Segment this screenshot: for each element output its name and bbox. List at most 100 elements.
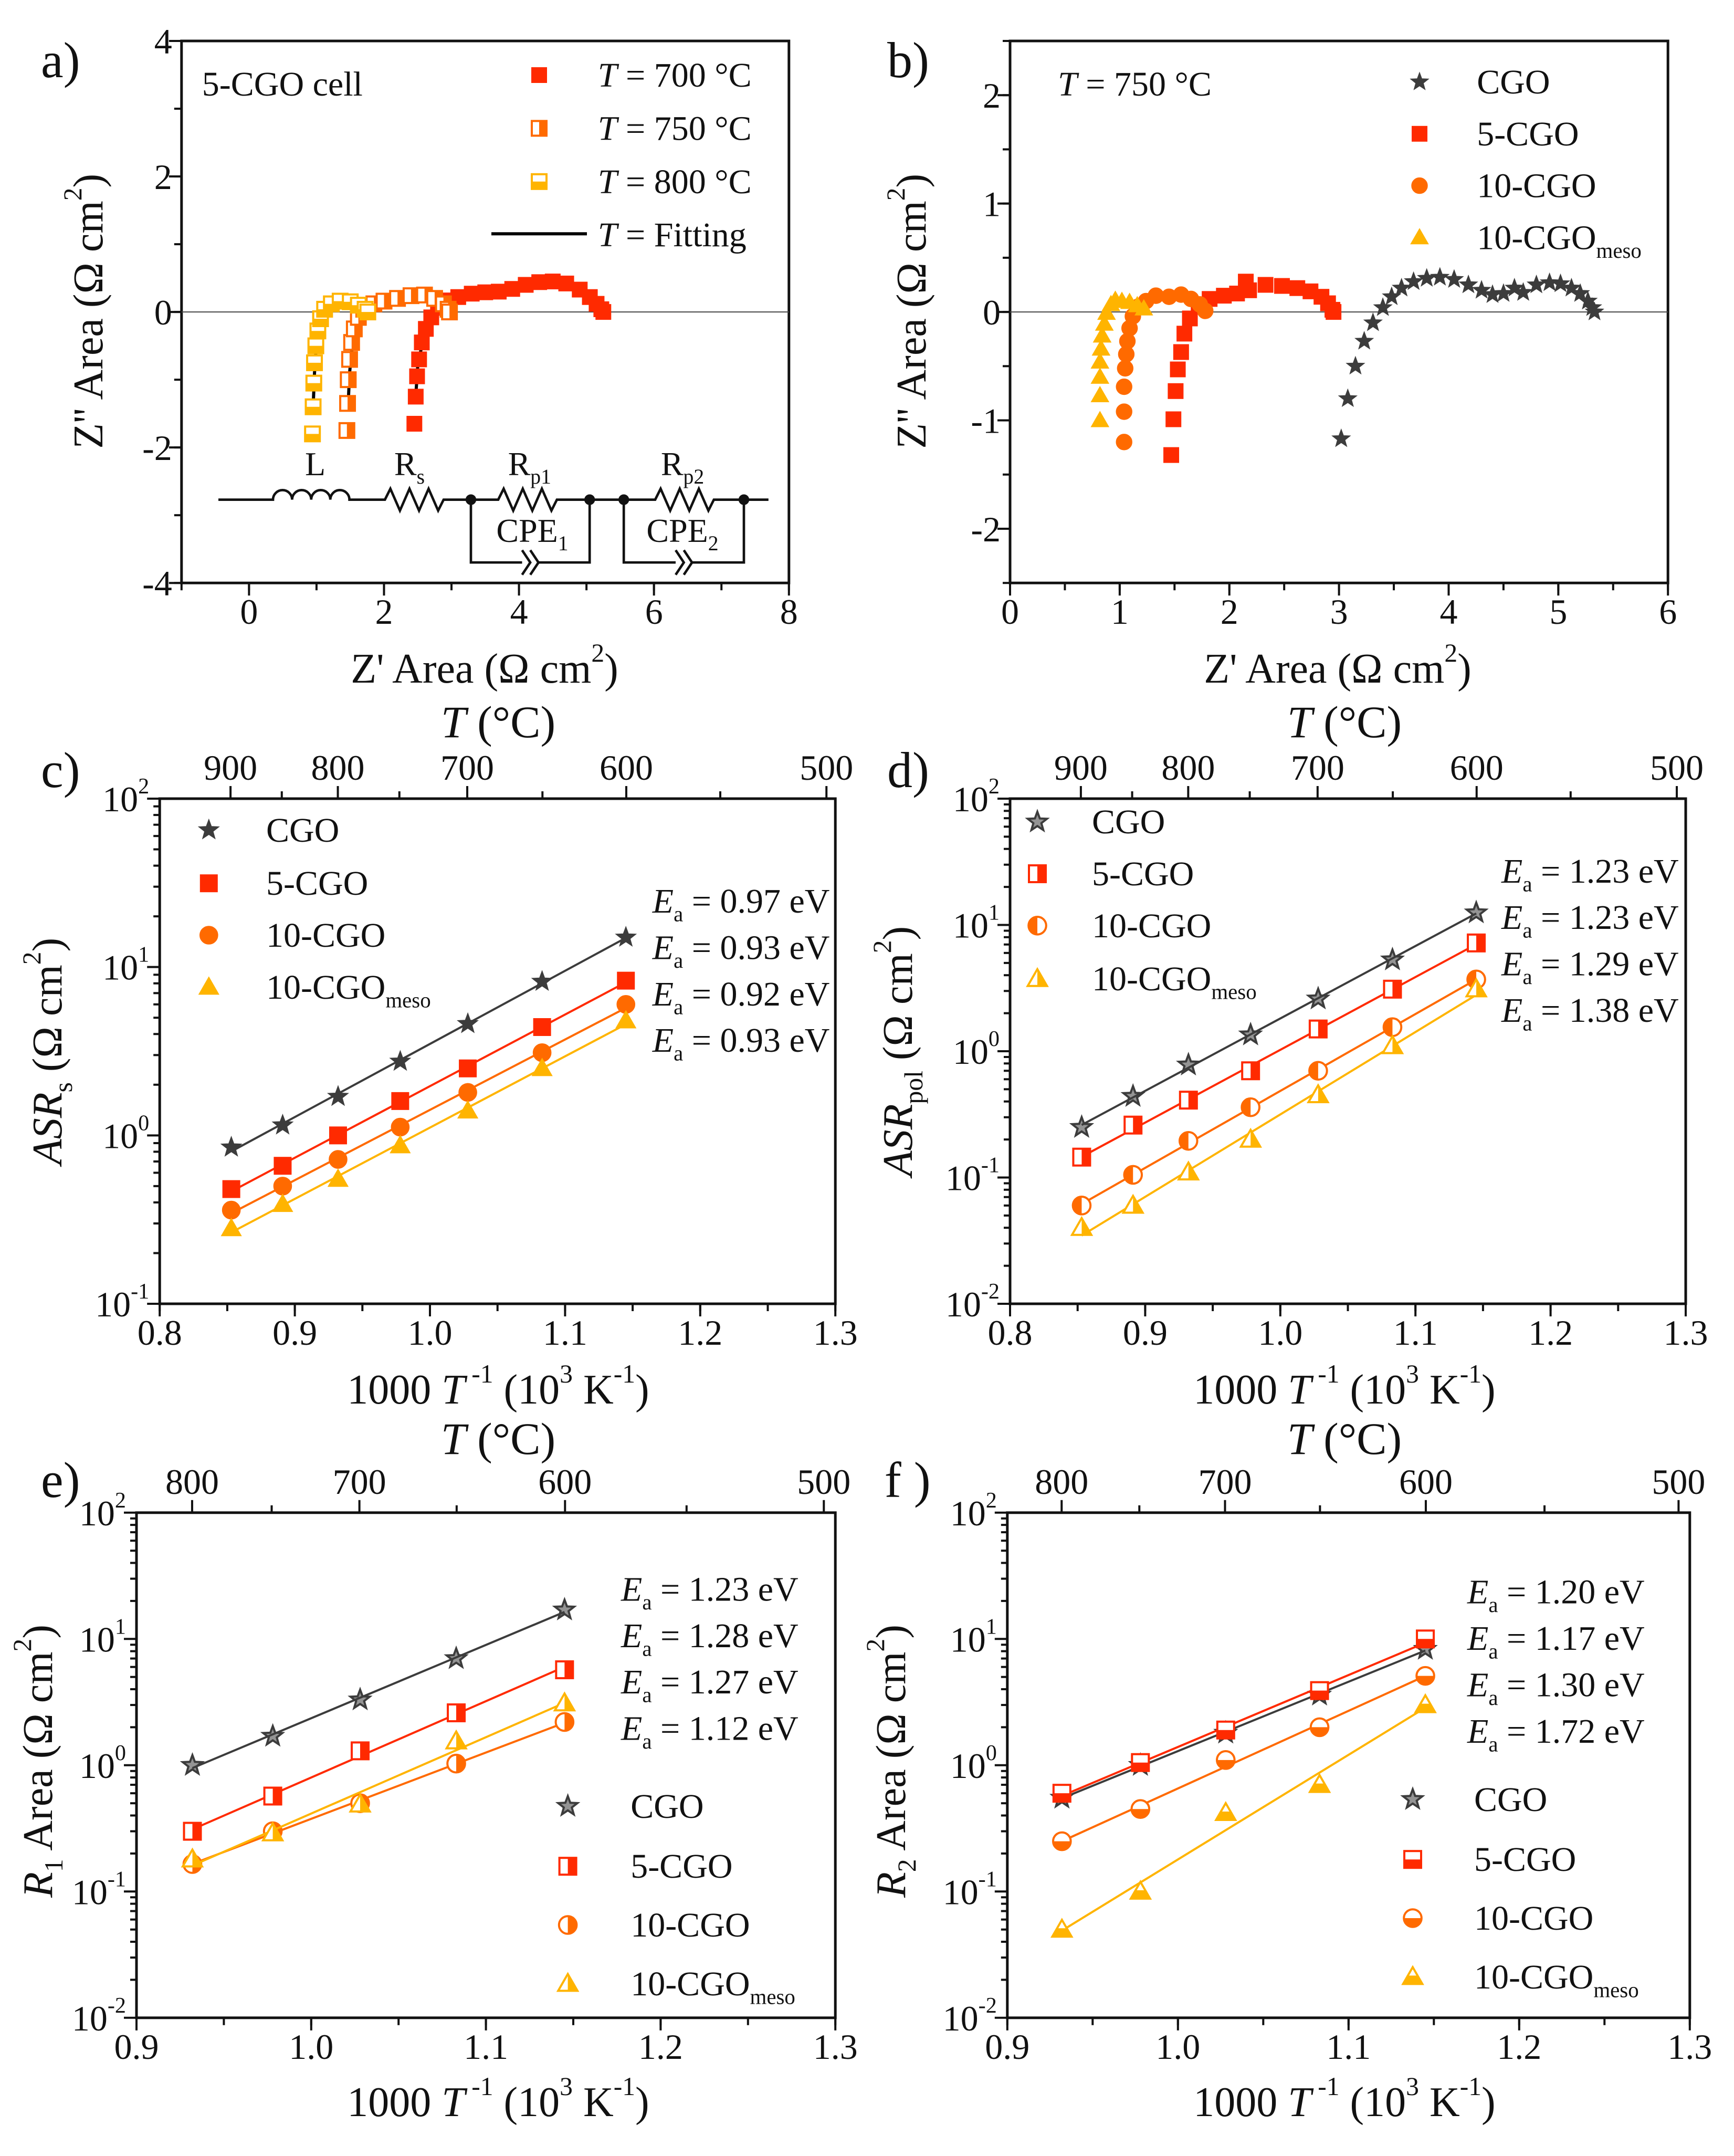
series [222,995,636,1220]
data-point [222,1180,240,1198]
y-tick-label: -4 [142,563,172,603]
data-point [222,1200,241,1220]
data-point [340,371,357,389]
x-tick-label: 1.2 [638,2027,683,2067]
data-point [531,274,548,290]
label-segment: ) [1481,1367,1496,1413]
label-segment: 10 [79,1619,115,1659]
circle-marker [564,1713,574,1731]
label-segment: a [674,1042,683,1065]
star-marker [1400,1786,1425,1810]
label-segment: = 0.97 eV [683,882,829,920]
data-point [1346,355,1365,375]
data-point [1095,314,1114,331]
label-segment: a [642,1730,651,1753]
data-point [1134,299,1153,316]
activation-energy-label: Ea = 0.92 eV [652,975,830,1019]
x-tick-label: 1.3 [1664,1313,1708,1353]
label-segment: 10-CGO [1474,1958,1593,1996]
y-tick-label: -1 [971,401,1001,441]
series [1072,933,1486,1167]
y-axis-title: Z'' Area (Ω cm2) [58,174,112,449]
y-tick-label: 100 [79,1741,126,1786]
data-point [274,1157,292,1175]
data-point [1465,977,1488,998]
legend-entry: 5-CGO [1412,115,1579,153]
label-segment: a [1488,1593,1498,1617]
fit-line [1081,912,1477,1126]
x-axis-title: 1000 T -1 (103 K-1) [1193,2072,1495,2126]
fit-line [230,1007,627,1215]
triangle-marker [564,1693,574,1711]
panel-label: d) [887,742,929,798]
square-marker [464,286,480,302]
label-segment: 1 [115,1614,126,1639]
y-tick-label: 10-1 [95,1279,149,1324]
label-segment: 5-CGO cell [202,65,363,103]
label-segment: 10 [943,1872,979,1912]
fit-line [1081,978,1477,1205]
x2-axis-title: T (°C) [1287,1414,1402,1464]
square-marker [477,284,493,300]
data-point [504,281,520,297]
data-point [1308,1773,1331,1793]
data-point [1238,1021,1263,1045]
activation-energy-label: Ea = 1.72 eV [1467,1712,1645,1756]
data-point [1216,288,1232,304]
triangle-marker [1133,1196,1143,1213]
legend-entry: T = 800 °C [531,163,752,201]
square-marker [391,1092,409,1110]
cpe-branch [622,499,745,575]
fit-line [1061,1707,1426,1932]
label-segment: = 700 °C [617,56,752,95]
data-point [1072,1147,1091,1167]
square-marker [1404,1859,1421,1868]
square-marker [1289,280,1306,296]
label-segment: a [1522,1012,1532,1035]
legend-entry: 10-CGO [1403,1899,1593,1938]
activation-energy-label: Ea = 1.17 eV [1467,1619,1645,1663]
square-marker [564,1661,573,1679]
x2-tick-label: 900 [1054,748,1108,788]
x-tick-label: 4 [1439,592,1457,632]
data-point [1416,268,1437,287]
activation-energy-label: Ea = 1.29 eV [1501,945,1679,989]
circle-marker [1116,378,1132,395]
label-segment: 0 [115,1741,126,1765]
label-segment: ) [868,1625,915,1639]
label-segment: ) [66,174,112,188]
data-point [391,1092,409,1110]
x-tick-label: 1.1 [1393,1313,1438,1353]
y-tick-label: -2 [971,509,1001,549]
triangle-marker [1476,979,1486,997]
label-segment: 10-CGO [1474,1899,1593,1938]
label-segment: Area (Ω cm [868,1651,915,1859]
triangle-marker [1318,1085,1328,1103]
x-tick-label: 1.3 [813,1313,858,1353]
label-segment: = 0.93 eV [683,928,829,967]
label-segment: CGO [1474,1781,1547,1819]
square-marker [348,372,356,388]
legend-entry: 10-CGOmeso [198,968,431,1012]
x-tick-label: 0.9 [1123,1313,1168,1353]
triangle-marker [220,1218,242,1237]
star-marker [1416,268,1437,287]
data-point [389,1050,412,1071]
square-marker [1081,1148,1090,1166]
data-point [1326,304,1342,320]
label-segment: = 800 °C [617,163,752,201]
x2-axis-title: T (°C) [1287,697,1402,747]
fit-line [1062,1649,1426,1799]
data-point [390,1135,411,1154]
star-marker [1373,297,1393,316]
star-marker [1464,899,1489,924]
data-point [1090,367,1110,384]
data-point [1216,1720,1235,1740]
data-point [1216,1750,1236,1770]
x-tick-label: 1.1 [543,1313,587,1353]
x2-tick-label: 600 [1450,748,1504,788]
data-point [1570,283,1590,302]
square-marker [346,423,354,438]
